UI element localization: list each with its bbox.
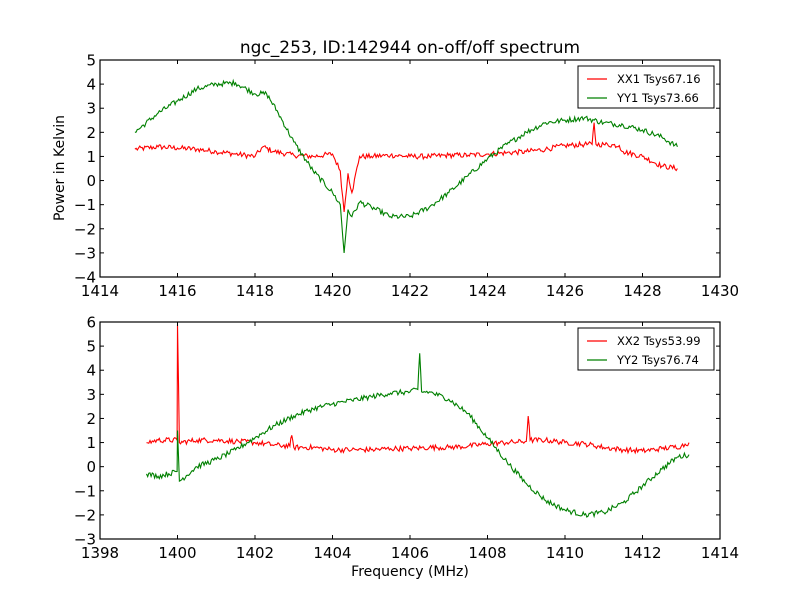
y-tick-label: 5 (86, 338, 96, 356)
y-tick-label: 3 (86, 100, 96, 118)
legend-label: YY1 Tsys73.66 (616, 91, 699, 105)
legend-box (577, 327, 715, 371)
series-line-xx1 (134, 122, 678, 212)
x-tick-label: 1404 (313, 544, 351, 562)
legend: XX1 Tsys67.16 YY1 Tsys73.66 (577, 65, 715, 109)
y-tick-label: −3 (74, 531, 96, 549)
x-tick-label: 1414 (81, 282, 119, 300)
y-tick-label: 4 (86, 76, 96, 94)
y-tick-label: 1 (86, 434, 96, 452)
chart-title: ngc_253, ID:142944 on-off/off spectrum (240, 38, 580, 58)
y-tick-label: 2 (86, 410, 96, 428)
x-tick-label: 1408 (468, 544, 506, 562)
y-tick-label: −1 (74, 482, 96, 500)
x-tick-label: 1406 (391, 544, 429, 562)
x-tick-label: 1398 (81, 544, 119, 562)
x-tick-label: 1416 (158, 282, 196, 300)
y-tick-label: −2 (74, 220, 96, 238)
y-tick-label: 3 (86, 386, 96, 404)
y-tick-label: −1 (74, 196, 96, 214)
y-tick-label: 2 (86, 124, 96, 142)
y-tick-label: 5 (86, 52, 96, 70)
y-tick-label: 1 (86, 148, 96, 166)
legend-box (577, 65, 715, 109)
y-tick-label: 6 (86, 314, 96, 332)
series-line-yy2 (145, 353, 690, 519)
y-tick-label: −2 (74, 506, 96, 524)
series-line-xx2 (146, 324, 690, 455)
bottom-plot-panel: 1398 1400 1402 1404 1406 1408 1410 1412 1414−3−2… (74, 314, 739, 563)
y-tick-label: −4 (74, 269, 96, 287)
legend-label: XX1 Tsys67.16 (617, 72, 701, 86)
x-tick-label: 1430 (701, 282, 739, 300)
legend-label: XX2 Tsys53.99 (617, 334, 701, 348)
x-tick-label: 1400 (158, 544, 196, 562)
y-tick-label: 4 (86, 362, 96, 380)
y-tick-label: −3 (74, 244, 96, 262)
x-tick-label: 1424 (468, 282, 506, 300)
x-tick-label: 1428 (623, 282, 661, 300)
top-plot-panel: 1414 1416 1418 1420 1422 1424 1426 1428 1430−4−3… (74, 52, 739, 301)
x-tick-label: 1410 (546, 544, 584, 562)
x-tick-label: 1426 (546, 282, 584, 300)
x-tick-label: 1418 (236, 282, 274, 300)
x-tick-label: 1414 (701, 544, 739, 562)
series-line-yy1 (134, 78, 678, 253)
x-tick-label: 1412 (623, 544, 661, 562)
x-tick-label: 1422 (391, 282, 429, 300)
y-tick-label: 0 (86, 172, 96, 190)
legend-label: YY2 Tsys76.74 (616, 353, 699, 367)
x-tick-label: 1402 (236, 544, 274, 562)
x-axis-label: Frequency (MHz) (351, 564, 469, 580)
legend: XX2 Tsys53.99 YY2 Tsys76.74 (577, 327, 715, 371)
y-tick-label: 0 (86, 458, 96, 476)
x-tick-label: 1420 (313, 282, 351, 300)
y-axis-label: Power in Kelvin (52, 115, 68, 221)
